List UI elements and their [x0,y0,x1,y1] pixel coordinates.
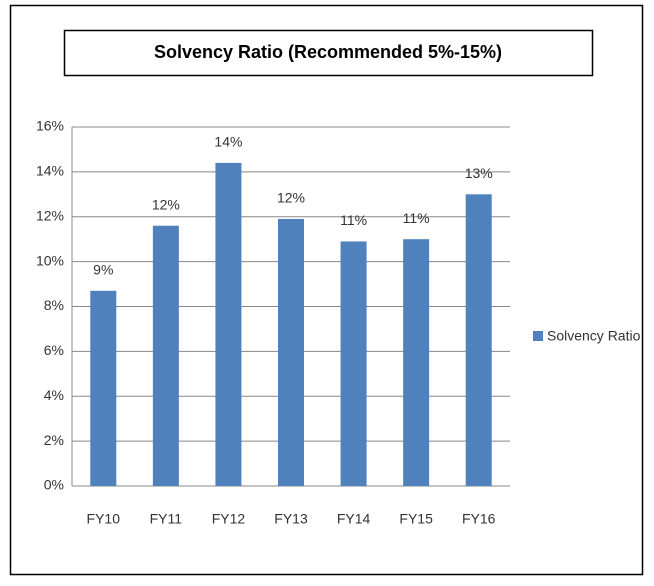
chart-title: Solvency Ratio (Recommended 5%-15%) [154,42,502,62]
y-tick-label: 6% [44,342,64,358]
data-label: 11% [340,212,367,228]
bar [215,162,242,486]
chart-frame [9,4,644,576]
x-tick-label: FY13 [274,511,308,527]
legend-label: Solvency Ratio [547,328,641,344]
data-label: 14% [214,134,242,150]
x-tick-label: FY15 [399,511,433,527]
data-label: 13% [465,165,493,181]
legend-swatch [533,331,543,341]
bar [90,290,117,486]
bar [278,218,304,486]
y-tick-label: 2% [44,432,64,448]
y-tick-label: 12% [36,207,64,223]
y-tick-label: 16% [36,118,64,134]
data-label: 9% [93,261,113,277]
data-label: 11% [403,210,430,226]
y-tick-label: 4% [44,387,64,403]
y-tick-label: 10% [36,252,64,268]
x-tick-label: FY14 [337,511,371,527]
x-tick-label: FY11 [150,511,183,527]
data-label: 12% [277,190,305,206]
y-tick-label: 8% [44,297,64,313]
bar [403,239,430,486]
bar [340,241,367,486]
bar [152,225,179,486]
x-tick-label: FY16 [462,511,496,527]
x-tick-label: FY12 [212,511,246,527]
x-tick-label: FY10 [87,511,121,527]
y-tick-label: 14% [36,163,64,179]
bar [465,194,492,486]
title-box [63,29,594,77]
data-label: 12% [152,196,180,212]
y-tick-label: 0% [44,477,64,493]
